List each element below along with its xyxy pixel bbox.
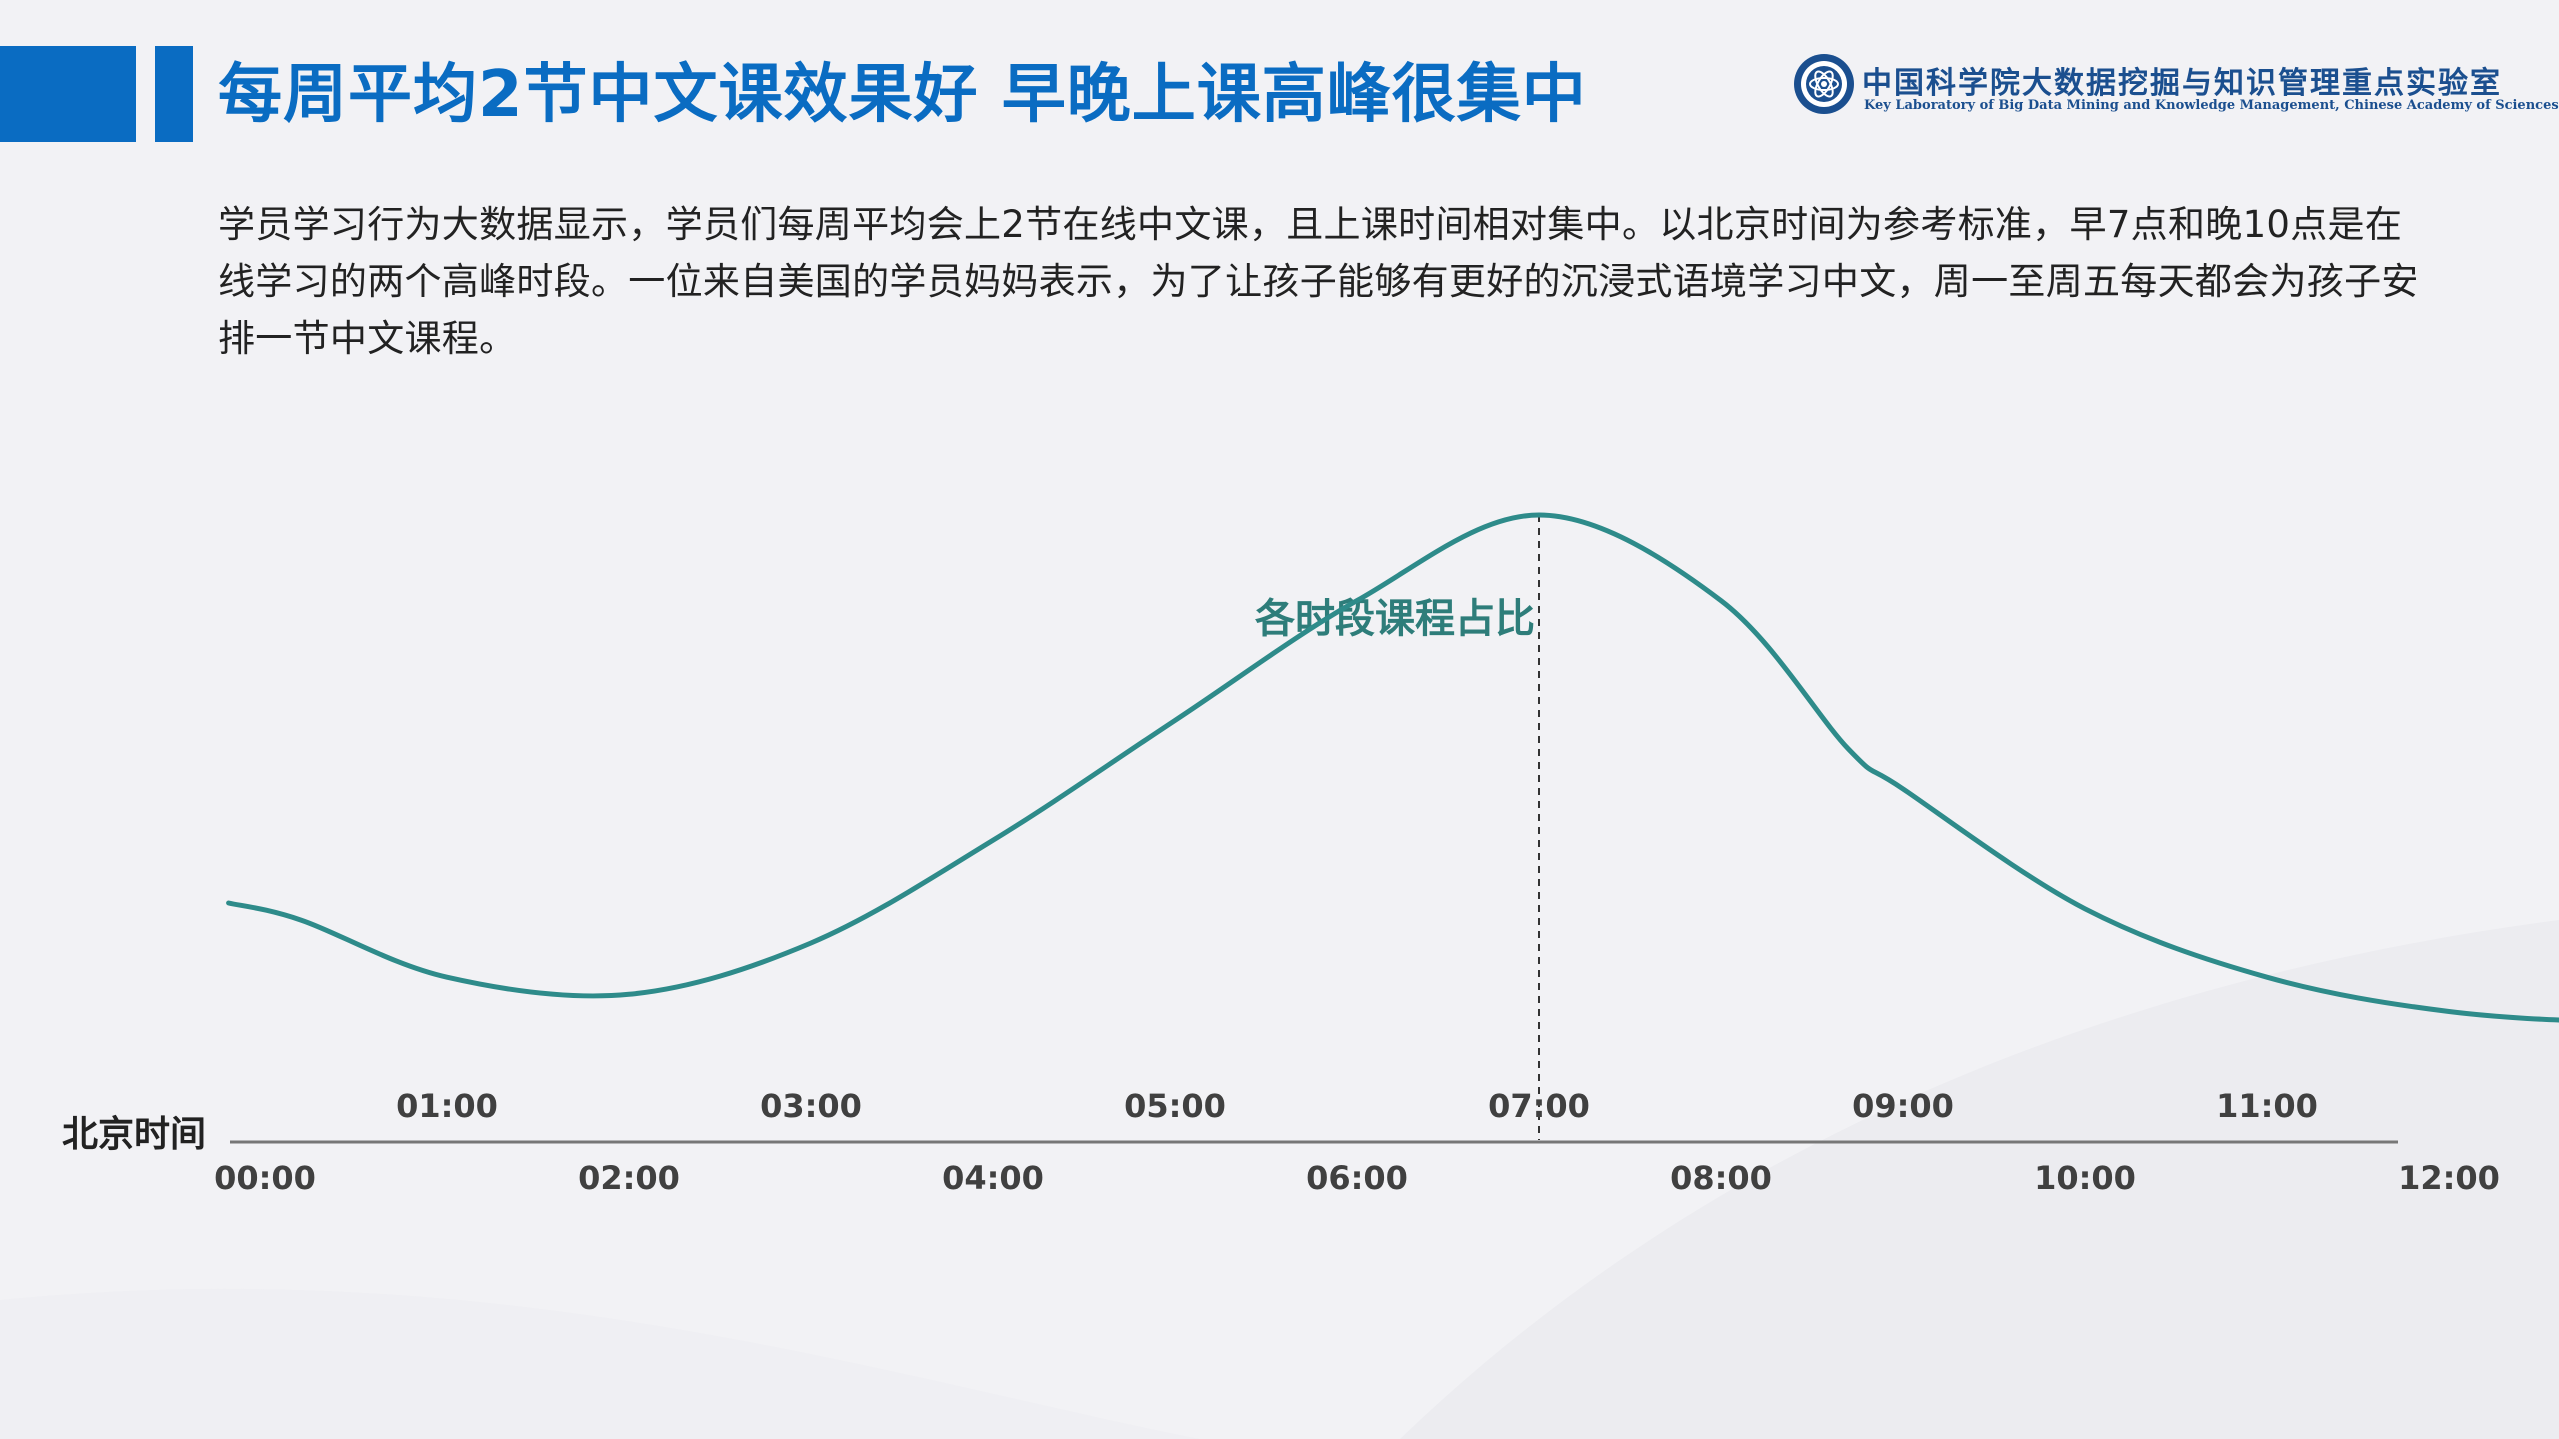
cas-emblem-icon <box>1794 54 1854 114</box>
x-tick-label-lower: 08:00 <box>1670 1159 1772 1197</box>
x-tick-label-upper: 03:00 <box>760 1087 862 1125</box>
x-tick-label-upper: 11:00 <box>2216 1087 2318 1125</box>
x-tick-label-upper: 07:00 <box>1488 1087 1590 1125</box>
header-accent-bar-small <box>155 46 193 142</box>
logo-chinese-name: 中国科学院大数据挖掘与知识管理重点实验室 <box>1862 66 2502 101</box>
x-tick-label-upper: 05:00 <box>1124 1087 1226 1125</box>
header-accent-bar <box>0 46 136 142</box>
x-tick-label-lower: 12:00 <box>2398 1159 2500 1197</box>
x-tick-label-lower: 04:00 <box>942 1159 1044 1197</box>
series-line <box>226 512 2559 1023</box>
x-tick-label-lower: 06:00 <box>1306 1159 1408 1197</box>
x-axis-label: 北京时间 <box>62 1113 206 1155</box>
intro-paragraph: 学员学习行为大数据显示，学员们每周平均会上2节在线中文课，且上课时间相对集中。以… <box>218 203 2419 360</box>
logo-english-name: Key Laboratory of Big Data Mining and Kn… <box>1864 98 2559 113</box>
x-tick-label-lower: 10:00 <box>2034 1159 2136 1197</box>
x-tick-label-lower: 02:00 <box>578 1159 680 1197</box>
page-title: 每周平均2节中文课效果好 早晚上课高峰很集中 <box>218 58 1587 132</box>
institution-logo: 中国科学院大数据挖掘与知识管理重点实验室 Key Laboratory of B… <box>1792 52 2559 122</box>
x-tick-label-upper: 09:00 <box>1852 1087 1954 1125</box>
x-tick-label-lower: 00:00 <box>214 1159 316 1197</box>
x-tick-label-upper: 01:00 <box>396 1087 498 1125</box>
